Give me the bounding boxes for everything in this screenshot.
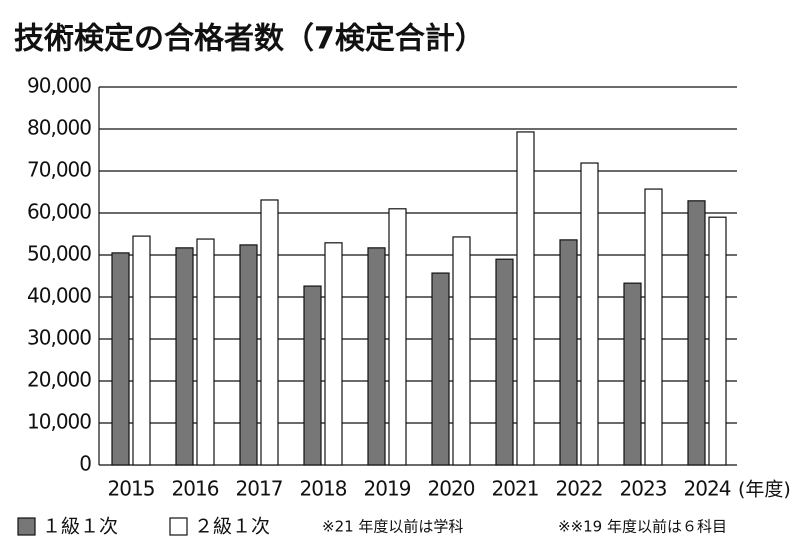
x-tick-label: 2018	[300, 477, 347, 501]
y-tick-label: 10,000	[27, 410, 91, 434]
y-tick-label: 0	[79, 452, 91, 476]
x-tick-label: 2017	[236, 477, 283, 501]
bar	[623, 282, 642, 466]
bar	[260, 199, 279, 466]
bar	[708, 216, 727, 466]
y-tick-label: 70,000	[27, 158, 91, 182]
y-tick-label: 90,000	[27, 74, 91, 98]
bar	[559, 239, 578, 466]
chart-title: 技術検定の合格者数（7検定合計）	[14, 22, 485, 57]
legend-swatch	[17, 517, 36, 536]
x-tick-label: 2016	[172, 477, 219, 501]
bar	[367, 247, 386, 466]
bar	[324, 242, 343, 466]
bar	[495, 258, 514, 466]
legend-label: ２級１次	[194, 516, 270, 538]
x-tick-label: 2020	[428, 477, 475, 501]
x-tick-label: 2023	[620, 477, 667, 501]
y-tick-label: 80,000	[27, 116, 91, 140]
bar	[516, 131, 535, 466]
bar	[175, 247, 194, 466]
x-tick-label: 2021	[492, 477, 539, 501]
bar	[452, 236, 471, 466]
y-tick-label: 40,000	[27, 284, 91, 308]
bar	[132, 235, 151, 466]
note: ※21 年度以前は学科	[322, 518, 463, 536]
y-tick-label: 60,000	[27, 200, 91, 224]
x-tick-label: 2024	[684, 477, 731, 501]
y-tick-label: 20,000	[27, 368, 91, 392]
bar	[644, 188, 663, 466]
legend-label: １級１次	[42, 516, 118, 538]
bar	[239, 244, 258, 466]
y-tick-label: 50,000	[27, 242, 91, 266]
legend-swatch	[169, 517, 188, 536]
x-tick-label: 2019	[364, 477, 411, 501]
y-tick-label: 30,000	[27, 326, 91, 350]
note: ※※19 年度以前は６科目	[558, 518, 727, 536]
x-tick-label: 2015	[108, 477, 155, 501]
bar	[388, 208, 407, 466]
x-tick-label: 2022	[556, 477, 603, 501]
bar	[111, 252, 130, 466]
bar	[431, 272, 450, 466]
bar	[196, 238, 215, 466]
bar	[580, 162, 599, 466]
bar	[687, 200, 706, 466]
x-axis-label: (年度)	[738, 479, 791, 501]
bar	[303, 285, 322, 466]
